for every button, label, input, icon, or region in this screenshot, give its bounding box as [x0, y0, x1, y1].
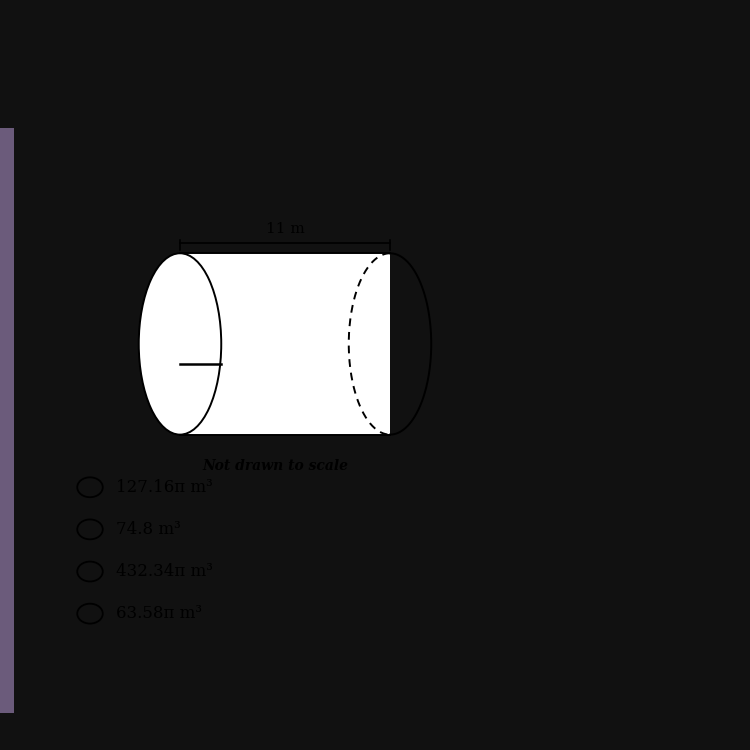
Polygon shape [180, 254, 390, 435]
Text: 74.8 m³: 74.8 m³ [116, 521, 181, 538]
Ellipse shape [139, 254, 221, 435]
Text: Not drawn to scale: Not drawn to scale [202, 459, 349, 473]
Bar [0, 128, 13, 712]
Text: .: . [496, 163, 513, 180]
Text: π: π [476, 163, 488, 180]
Text: 3.  Find the volume of the cylinder in terms of: 3. Find the volume of the cylinder in te… [30, 163, 441, 180]
Text: 63.58π m³: 63.58π m³ [116, 605, 202, 622]
Text: (I point): (I point) [512, 163, 583, 180]
Text: 3.4 m: 3.4 m [154, 340, 195, 354]
Text: 127.16π m³: 127.16π m³ [116, 478, 213, 496]
Text: 432.34π m³: 432.34π m³ [116, 563, 213, 580]
Text: 11 m: 11 m [266, 222, 305, 236]
